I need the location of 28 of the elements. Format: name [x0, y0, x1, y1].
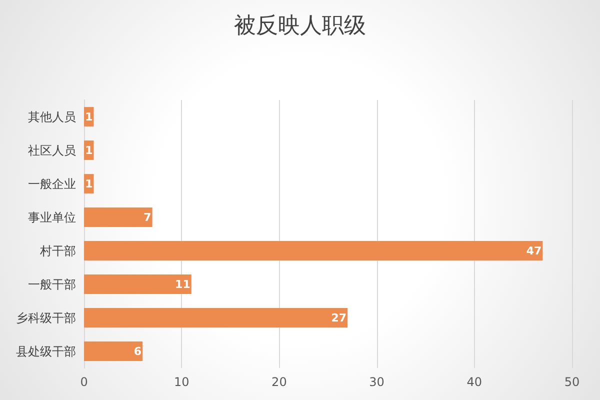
x-tick-label: 30 — [369, 375, 384, 389]
data-label: 11 — [175, 278, 190, 291]
y-tick-label: 一般干部 — [28, 277, 76, 292]
y-tick-label: 县处级干部 — [16, 344, 76, 358]
data-label: 6 — [134, 344, 142, 358]
bar — [84, 274, 192, 294]
data-label: 1 — [85, 177, 93, 190]
data-label: 27 — [331, 311, 347, 324]
x-tick-label: 0 — [80, 375, 88, 389]
y-tick-label: 村干部 — [39, 244, 76, 258]
x-tick-label: 10 — [174, 375, 190, 389]
data-label: 7 — [144, 210, 152, 224]
y-tick-label: 其他人员 — [28, 110, 76, 124]
bar — [84, 342, 143, 361]
y-tick-label: 事业单位 — [28, 210, 76, 224]
bar — [84, 208, 152, 227]
data-label: 1 — [85, 144, 93, 157]
data-label: 47 — [526, 244, 542, 258]
data-label: 1 — [85, 110, 93, 124]
x-tick-label: 50 — [564, 375, 580, 389]
bar — [84, 241, 543, 260]
x-tick-label: 20 — [272, 375, 287, 389]
bar — [84, 308, 348, 328]
y-tick-label: 一般企业 — [28, 176, 76, 191]
chart-title: 被反映人职级 — [234, 14, 366, 38]
y-tick-label: 社区人员 — [28, 143, 76, 158]
x-tick-label: 40 — [466, 375, 482, 389]
y-tick-label: 乡科级干部 — [16, 310, 76, 325]
